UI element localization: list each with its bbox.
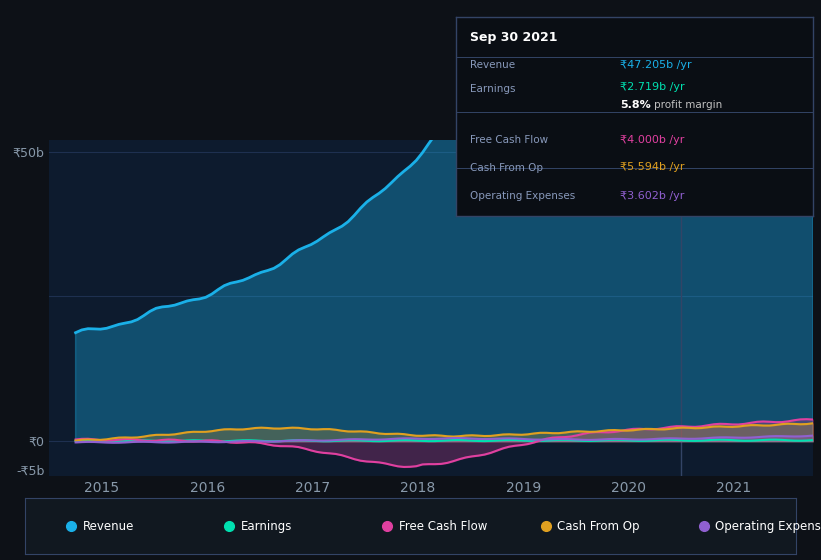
Text: ₹2.719b /yr: ₹2.719b /yr [620, 82, 685, 92]
Text: Earnings: Earnings [241, 520, 292, 533]
Text: ₹47.205b /yr: ₹47.205b /yr [620, 59, 691, 69]
Text: profit margin: profit margin [654, 100, 722, 110]
Text: ₹4.000b /yr: ₹4.000b /yr [620, 135, 685, 145]
Text: Free Cash Flow: Free Cash Flow [399, 520, 488, 533]
Text: Free Cash Flow: Free Cash Flow [470, 135, 548, 145]
Text: ₹5.594b /yr: ₹5.594b /yr [620, 162, 685, 172]
Text: Revenue: Revenue [82, 520, 134, 533]
Text: Operating Expenses: Operating Expenses [470, 191, 576, 200]
Text: ₹3.602b /yr: ₹3.602b /yr [620, 191, 685, 200]
Text: Earnings: Earnings [470, 85, 516, 95]
Text: Operating Expenses: Operating Expenses [715, 520, 821, 533]
Text: Cash From Op: Cash From Op [557, 520, 640, 533]
Text: Revenue: Revenue [470, 59, 515, 69]
Text: Sep 30 2021: Sep 30 2021 [470, 31, 557, 44]
Text: 5.8%: 5.8% [620, 100, 651, 110]
Text: Cash From Op: Cash From Op [470, 163, 543, 173]
